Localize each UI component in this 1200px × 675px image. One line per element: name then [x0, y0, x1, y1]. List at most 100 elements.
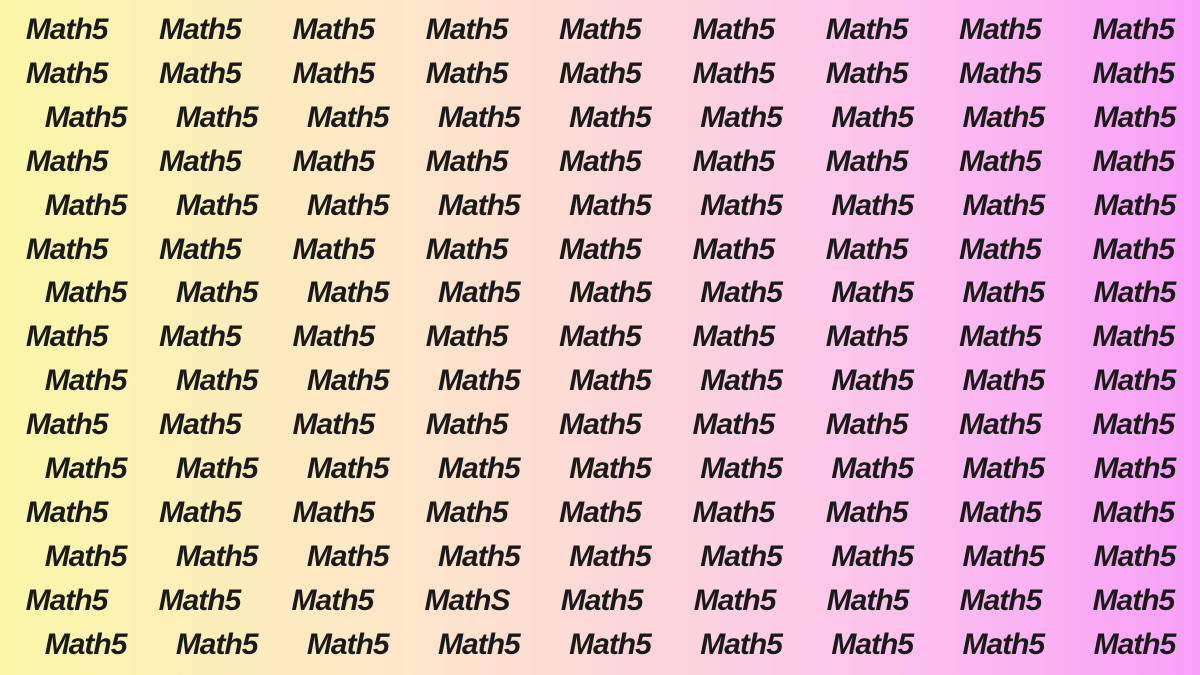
grid-word: Math5 — [692, 145, 774, 179]
grid-word: Math5 — [438, 189, 520, 223]
grid-word: Math5 — [962, 628, 1044, 662]
grid-word: Math5 — [959, 496, 1041, 530]
grid-word: Math5 — [1092, 13, 1174, 47]
grid-word: Math5 — [692, 233, 774, 267]
grid-row: Math5Math5Math5Math5Math5Math5Math5Math5… — [0, 496, 1200, 530]
grid-word: Math5 — [307, 189, 389, 223]
grid-word: Math5 — [26, 584, 108, 618]
grid-word: Math5 — [26, 233, 108, 267]
grid-word: Math5 — [959, 57, 1041, 91]
grid-word: Math5 — [1094, 628, 1176, 662]
grid-word: Math5 — [426, 13, 508, 47]
grid-word: Math5 — [827, 584, 909, 618]
grid-word: Math5 — [962, 189, 1044, 223]
grid-word: Math5 — [426, 408, 508, 442]
grid-word: Math5 — [176, 452, 258, 486]
grid-word: Math5 — [569, 628, 651, 662]
grid-word: Math5 — [692, 320, 774, 354]
grid-word: Math5 — [307, 276, 389, 310]
grid-word: Math5 — [176, 540, 258, 574]
grid-word: Math5 — [26, 408, 108, 442]
grid-word: Math5 — [159, 13, 241, 47]
grid-row: Math5 Math5 Math5 Math5 Math5 Math5 Math5 Math5… — [0, 408, 1200, 442]
grid-word: Math5 — [569, 452, 651, 486]
grid-word: Math5 — [700, 364, 782, 398]
grid-word: Math5 — [692, 496, 774, 530]
grid-word: Math5 — [1094, 364, 1176, 398]
grid-row: Math5Math5Math5Math5Math5Math5Math5Math5… — [0, 101, 1200, 135]
grid-word: Math5 — [292, 145, 374, 179]
grid-row: Math5 Math5 Math5 Math5 Math5 Math5 Math5 Math5… — [0, 364, 1200, 398]
grid-word: Math5 — [692, 57, 774, 91]
grid-word: Math5 — [438, 276, 520, 310]
grid-word: Math5 — [1094, 101, 1176, 135]
grid-word: Math5 — [826, 233, 908, 267]
grid-word: Math5 — [176, 276, 258, 310]
grid-word: Math5 — [1092, 145, 1174, 179]
grid-word: Math5 — [176, 101, 258, 135]
grid-word: Math5 — [826, 408, 908, 442]
grid-word: Math5 — [692, 13, 774, 47]
grid-word: Math5 — [307, 452, 389, 486]
grid-word: Math5 — [959, 145, 1041, 179]
grid-word: Math5 — [692, 408, 774, 442]
grid-word: Math5 — [426, 233, 508, 267]
grid-word: Math5 — [159, 145, 241, 179]
grid-row: Math5Math5Math5Math5Math5Math5Math5Math5… — [0, 276, 1200, 310]
grid-row: Math5Math5Math5Math5Math5Math5Math5Math5… — [0, 452, 1200, 486]
grid-word: Math5 — [159, 408, 241, 442]
grid-word: Math5 — [426, 145, 508, 179]
grid-word: Math5 — [831, 189, 913, 223]
grid-row: Math5Math5Math5Math5Math5Math5Math5Math5… — [0, 540, 1200, 574]
grid-word: Math5 — [26, 57, 108, 91]
grid-word: Math5 — [569, 364, 651, 398]
grid-word: Math5 — [559, 408, 641, 442]
grid-word: Math5 — [962, 364, 1044, 398]
grid-word: Math5 — [438, 452, 520, 486]
grid-word: Math5 — [1092, 496, 1174, 530]
grid-word: Math5 — [307, 364, 389, 398]
grid-word: Math5 — [569, 189, 651, 223]
grid-word: Math5 — [831, 276, 913, 310]
grid-word: Math5 — [831, 628, 913, 662]
grid-row: Math5Math5Math5Math5Math5Math5Math5Math5… — [0, 320, 1200, 354]
puzzle-grid: Math5 Math5 Math5 Math5 Math5 Math5 Math5 Math5… — [0, 0, 1200, 675]
grid-word: Math5 — [45, 101, 127, 135]
grid-word: Math5 — [1092, 233, 1174, 267]
grid-word: Math5 — [561, 584, 643, 618]
grid-word: Math5 — [438, 364, 520, 398]
grid-word: Math5 — [959, 408, 1041, 442]
grid-word: Math5 — [26, 145, 108, 179]
grid-word: Math5 — [426, 496, 508, 530]
grid-word: Math5 — [1094, 540, 1176, 574]
grid-word: Math5 — [962, 540, 1044, 574]
grid-word: Math5 — [959, 13, 1041, 47]
grid-word: Math5 — [45, 364, 127, 398]
grid-word: Math5 — [159, 496, 241, 530]
grid-word: Math5 — [559, 57, 641, 91]
grid-row: Math5Math5Math5Math5Math5Math5Math5Math5… — [0, 13, 1200, 47]
grid-word: Math5 — [700, 189, 782, 223]
grid-word: Math5 — [176, 364, 258, 398]
grid-word: Math5 — [569, 276, 651, 310]
grid-word: Math5 — [45, 540, 127, 574]
grid-word: Math5 — [831, 452, 913, 486]
grid-word: Math5 — [826, 57, 908, 91]
grid-word: Math5 — [694, 584, 776, 618]
grid-row: Math5Math5Math5Math5Math5Math5Math5Math5… — [0, 57, 1200, 91]
grid-word: Math5 — [426, 57, 508, 91]
grid-word: Math5 — [559, 320, 641, 354]
grid-word: Math5 — [159, 57, 241, 91]
grid-word: Math5 — [962, 101, 1044, 135]
grid-word: Math5 — [159, 320, 241, 354]
grid-word: Math5 — [559, 13, 641, 47]
grid-word: Math5 — [292, 408, 374, 442]
grid-word: Math5 — [307, 101, 389, 135]
grid-word: Math5 — [292, 13, 374, 47]
grid-word: Math5 — [569, 540, 651, 574]
grid-row: Math5Math5Math5Math5Math5Math5Math5Math5… — [0, 233, 1200, 267]
grid-word: Math5 — [45, 276, 127, 310]
grid-word: Math5 — [700, 101, 782, 135]
grid-row: Math5Math5Math5MathSMath5Math5Math5Math5… — [0, 584, 1200, 618]
grid-word: Math5 — [826, 145, 908, 179]
